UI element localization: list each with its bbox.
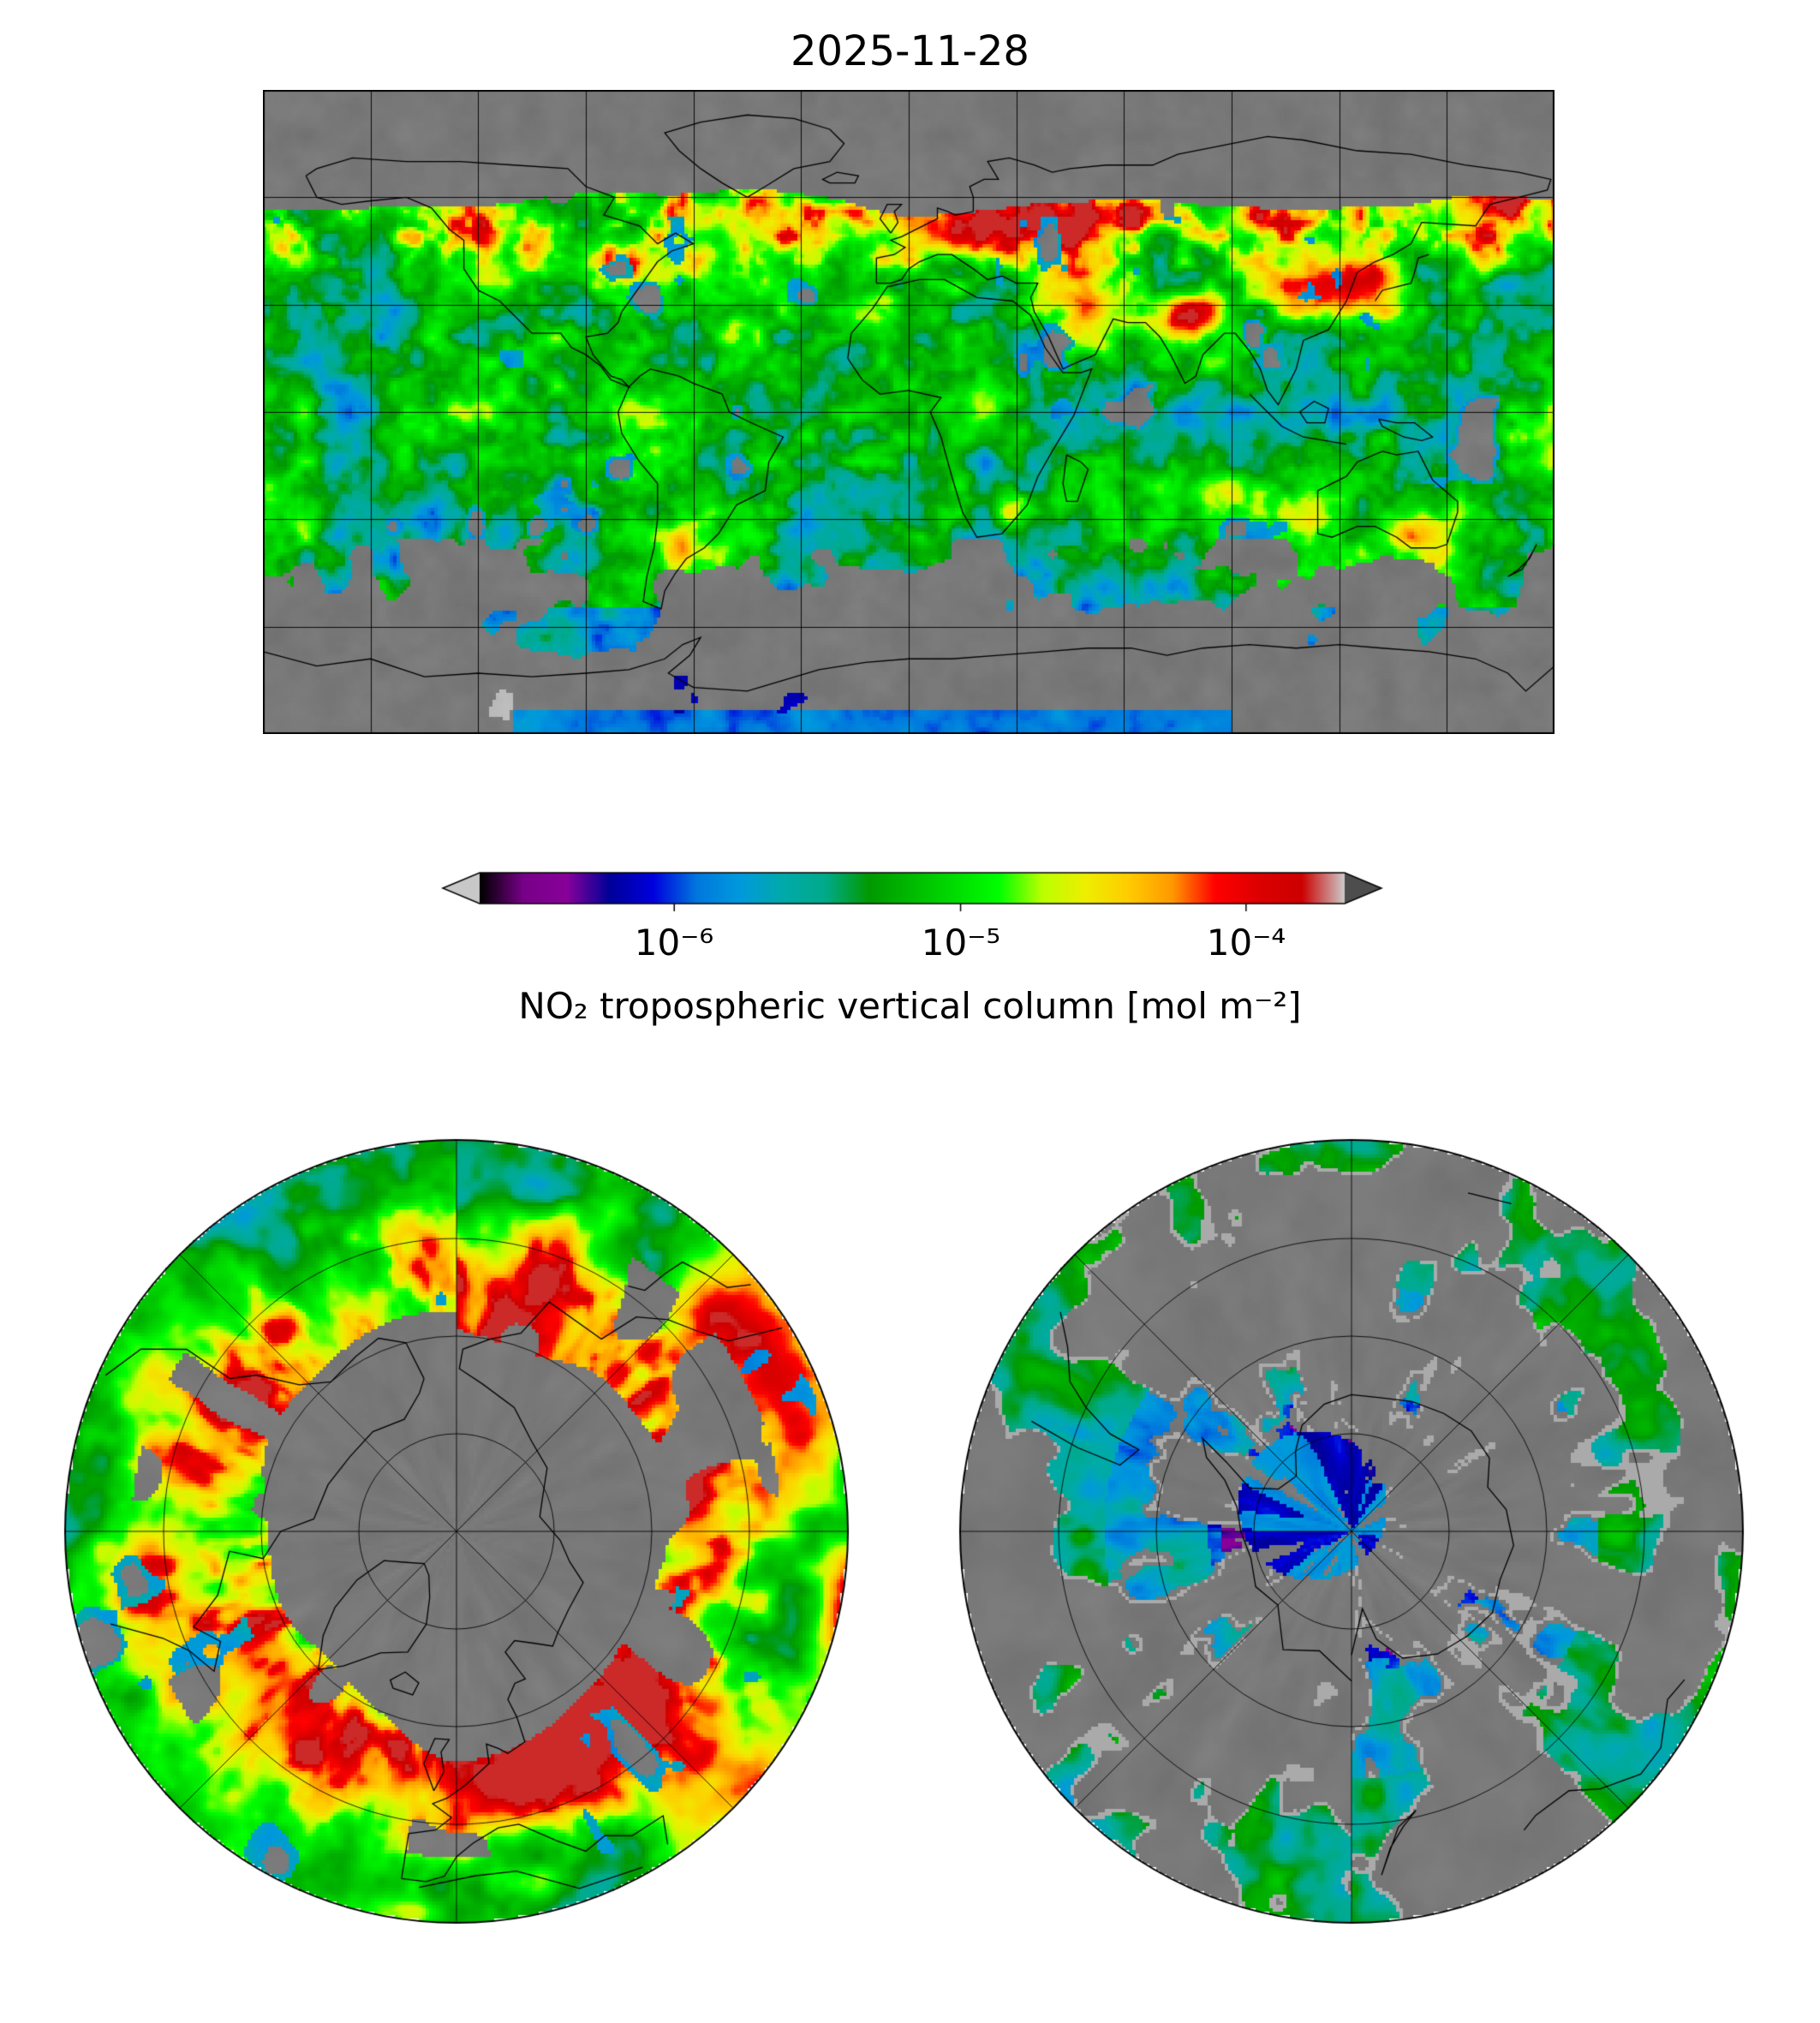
global-map-canvas <box>263 90 1554 734</box>
colorbar-tick-1e-6: 10⁻⁶ <box>634 922 714 964</box>
figure-title: 2025-11-28 <box>791 27 1029 75</box>
colorbar-label: NO₂ tropospheric vertical column [mol m⁻… <box>518 985 1302 1027</box>
colorbar-tick-1e-5: 10⁻⁵ <box>921 922 1001 964</box>
north-polar-map-canvas <box>63 1137 850 1925</box>
colorbar-canvas <box>437 861 1387 916</box>
colorbar-tick-1e-4: 10⁻⁴ <box>1206 922 1286 964</box>
south-polar-map-canvas <box>958 1137 1745 1925</box>
